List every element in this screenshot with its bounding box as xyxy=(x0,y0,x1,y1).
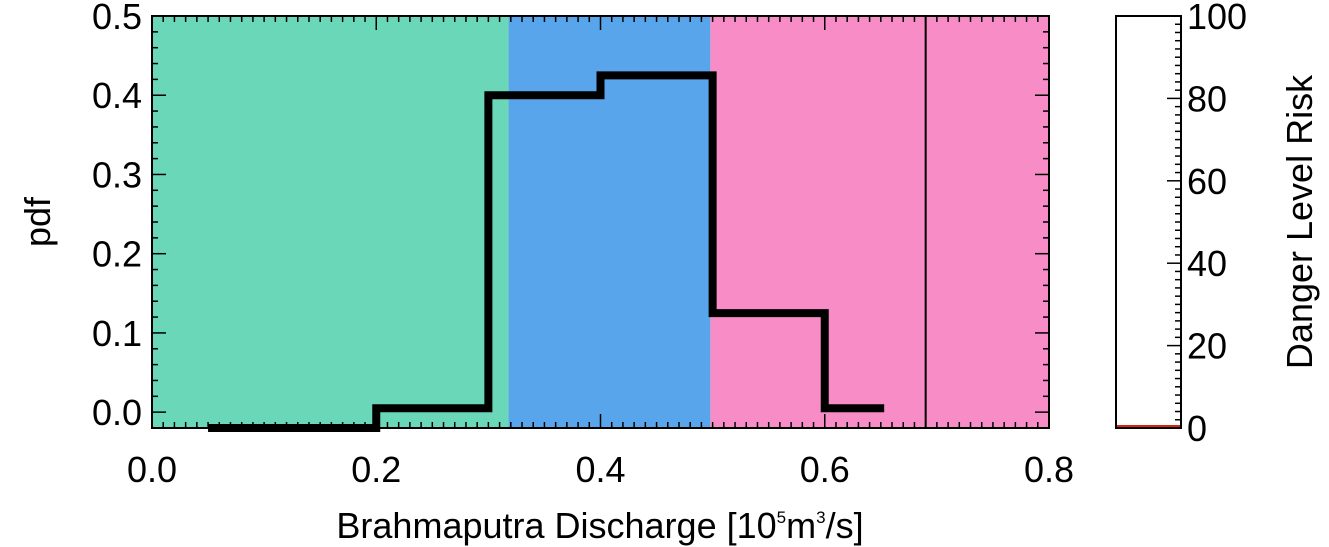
risk-tick-label: 20 xyxy=(1187,326,1227,367)
background-region xyxy=(710,16,1049,428)
y-tick-label: 0.2 xyxy=(92,234,142,275)
risk-tick-label: 60 xyxy=(1187,161,1227,202)
main-axis-ticks xyxy=(151,15,1050,428)
x-tick-labels: 0.0 0.2 0.4 0.6 0.8 xyxy=(127,449,1074,490)
risk-panel-background xyxy=(1116,16,1181,428)
y-axis-title: pdf xyxy=(17,196,58,247)
risk-axis-title: Danger Level Risk xyxy=(1279,74,1320,369)
y-tick-label: 0.5 xyxy=(92,0,142,37)
y-tick-labels: 0.0 0.1 0.2 0.3 0.4 0.5 xyxy=(92,0,142,433)
risk-tick-label: 100 xyxy=(1187,0,1247,37)
risk-tick-label: 0 xyxy=(1187,408,1207,449)
x-tick-label: 0.2 xyxy=(351,449,401,490)
risk-bar xyxy=(1117,425,1180,428)
risk-tick-label: 40 xyxy=(1187,243,1227,284)
x-tick-label: 0.0 xyxy=(127,449,177,490)
background-region xyxy=(152,16,509,428)
background-region xyxy=(508,16,711,428)
risk-axis-ticks xyxy=(1167,15,1181,429)
x-axis-title: Brahmaputra Discharge [105m3/s] xyxy=(336,505,863,546)
y-tick-label: 0.3 xyxy=(92,154,142,195)
y-tick-label: 0.0 xyxy=(92,392,142,433)
risk-tick-labels: 0 20 40 60 80 100 xyxy=(1187,0,1247,449)
y-tick-label: 0.1 xyxy=(92,313,142,354)
background-regions xyxy=(152,16,1049,428)
x-tick-label: 0.8 xyxy=(1024,449,1074,490)
x-tick-label: 0.6 xyxy=(800,449,850,490)
risk-tick-label: 80 xyxy=(1187,78,1227,119)
x-tick-label: 0.4 xyxy=(575,449,625,490)
y-tick-label: 0.4 xyxy=(92,75,142,116)
